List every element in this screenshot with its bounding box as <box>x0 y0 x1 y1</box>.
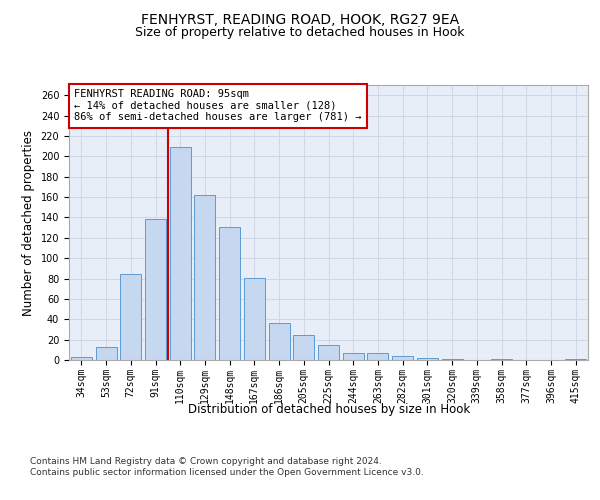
Bar <box>194 195 215 360</box>
Text: Contains HM Land Registry data © Crown copyright and database right 2024.
Contai: Contains HM Land Registry data © Crown c… <box>30 458 424 477</box>
Bar <box>269 324 290 360</box>
Bar <box>417 358 438 360</box>
Text: Size of property relative to detached houses in Hook: Size of property relative to detached ho… <box>135 26 465 39</box>
Bar <box>343 353 364 360</box>
Bar <box>95 347 116 360</box>
Bar <box>219 226 240 360</box>
Bar <box>392 356 413 360</box>
Text: FENHYRST READING ROAD: 95sqm
← 14% of detached houses are smaller (128)
86% of s: FENHYRST READING ROAD: 95sqm ← 14% of de… <box>74 89 362 122</box>
Bar <box>367 353 388 360</box>
Text: Distribution of detached houses by size in Hook: Distribution of detached houses by size … <box>188 402 470 415</box>
Bar <box>244 278 265 360</box>
Bar <box>318 344 339 360</box>
Text: FENHYRST, READING ROAD, HOOK, RG27 9EA: FENHYRST, READING ROAD, HOOK, RG27 9EA <box>141 12 459 26</box>
Bar <box>565 359 586 360</box>
Bar <box>145 220 166 360</box>
Bar <box>491 359 512 360</box>
Bar <box>170 147 191 360</box>
Bar <box>293 334 314 360</box>
Y-axis label: Number of detached properties: Number of detached properties <box>22 130 35 316</box>
Bar <box>120 274 141 360</box>
Bar <box>71 357 92 360</box>
Bar <box>442 359 463 360</box>
